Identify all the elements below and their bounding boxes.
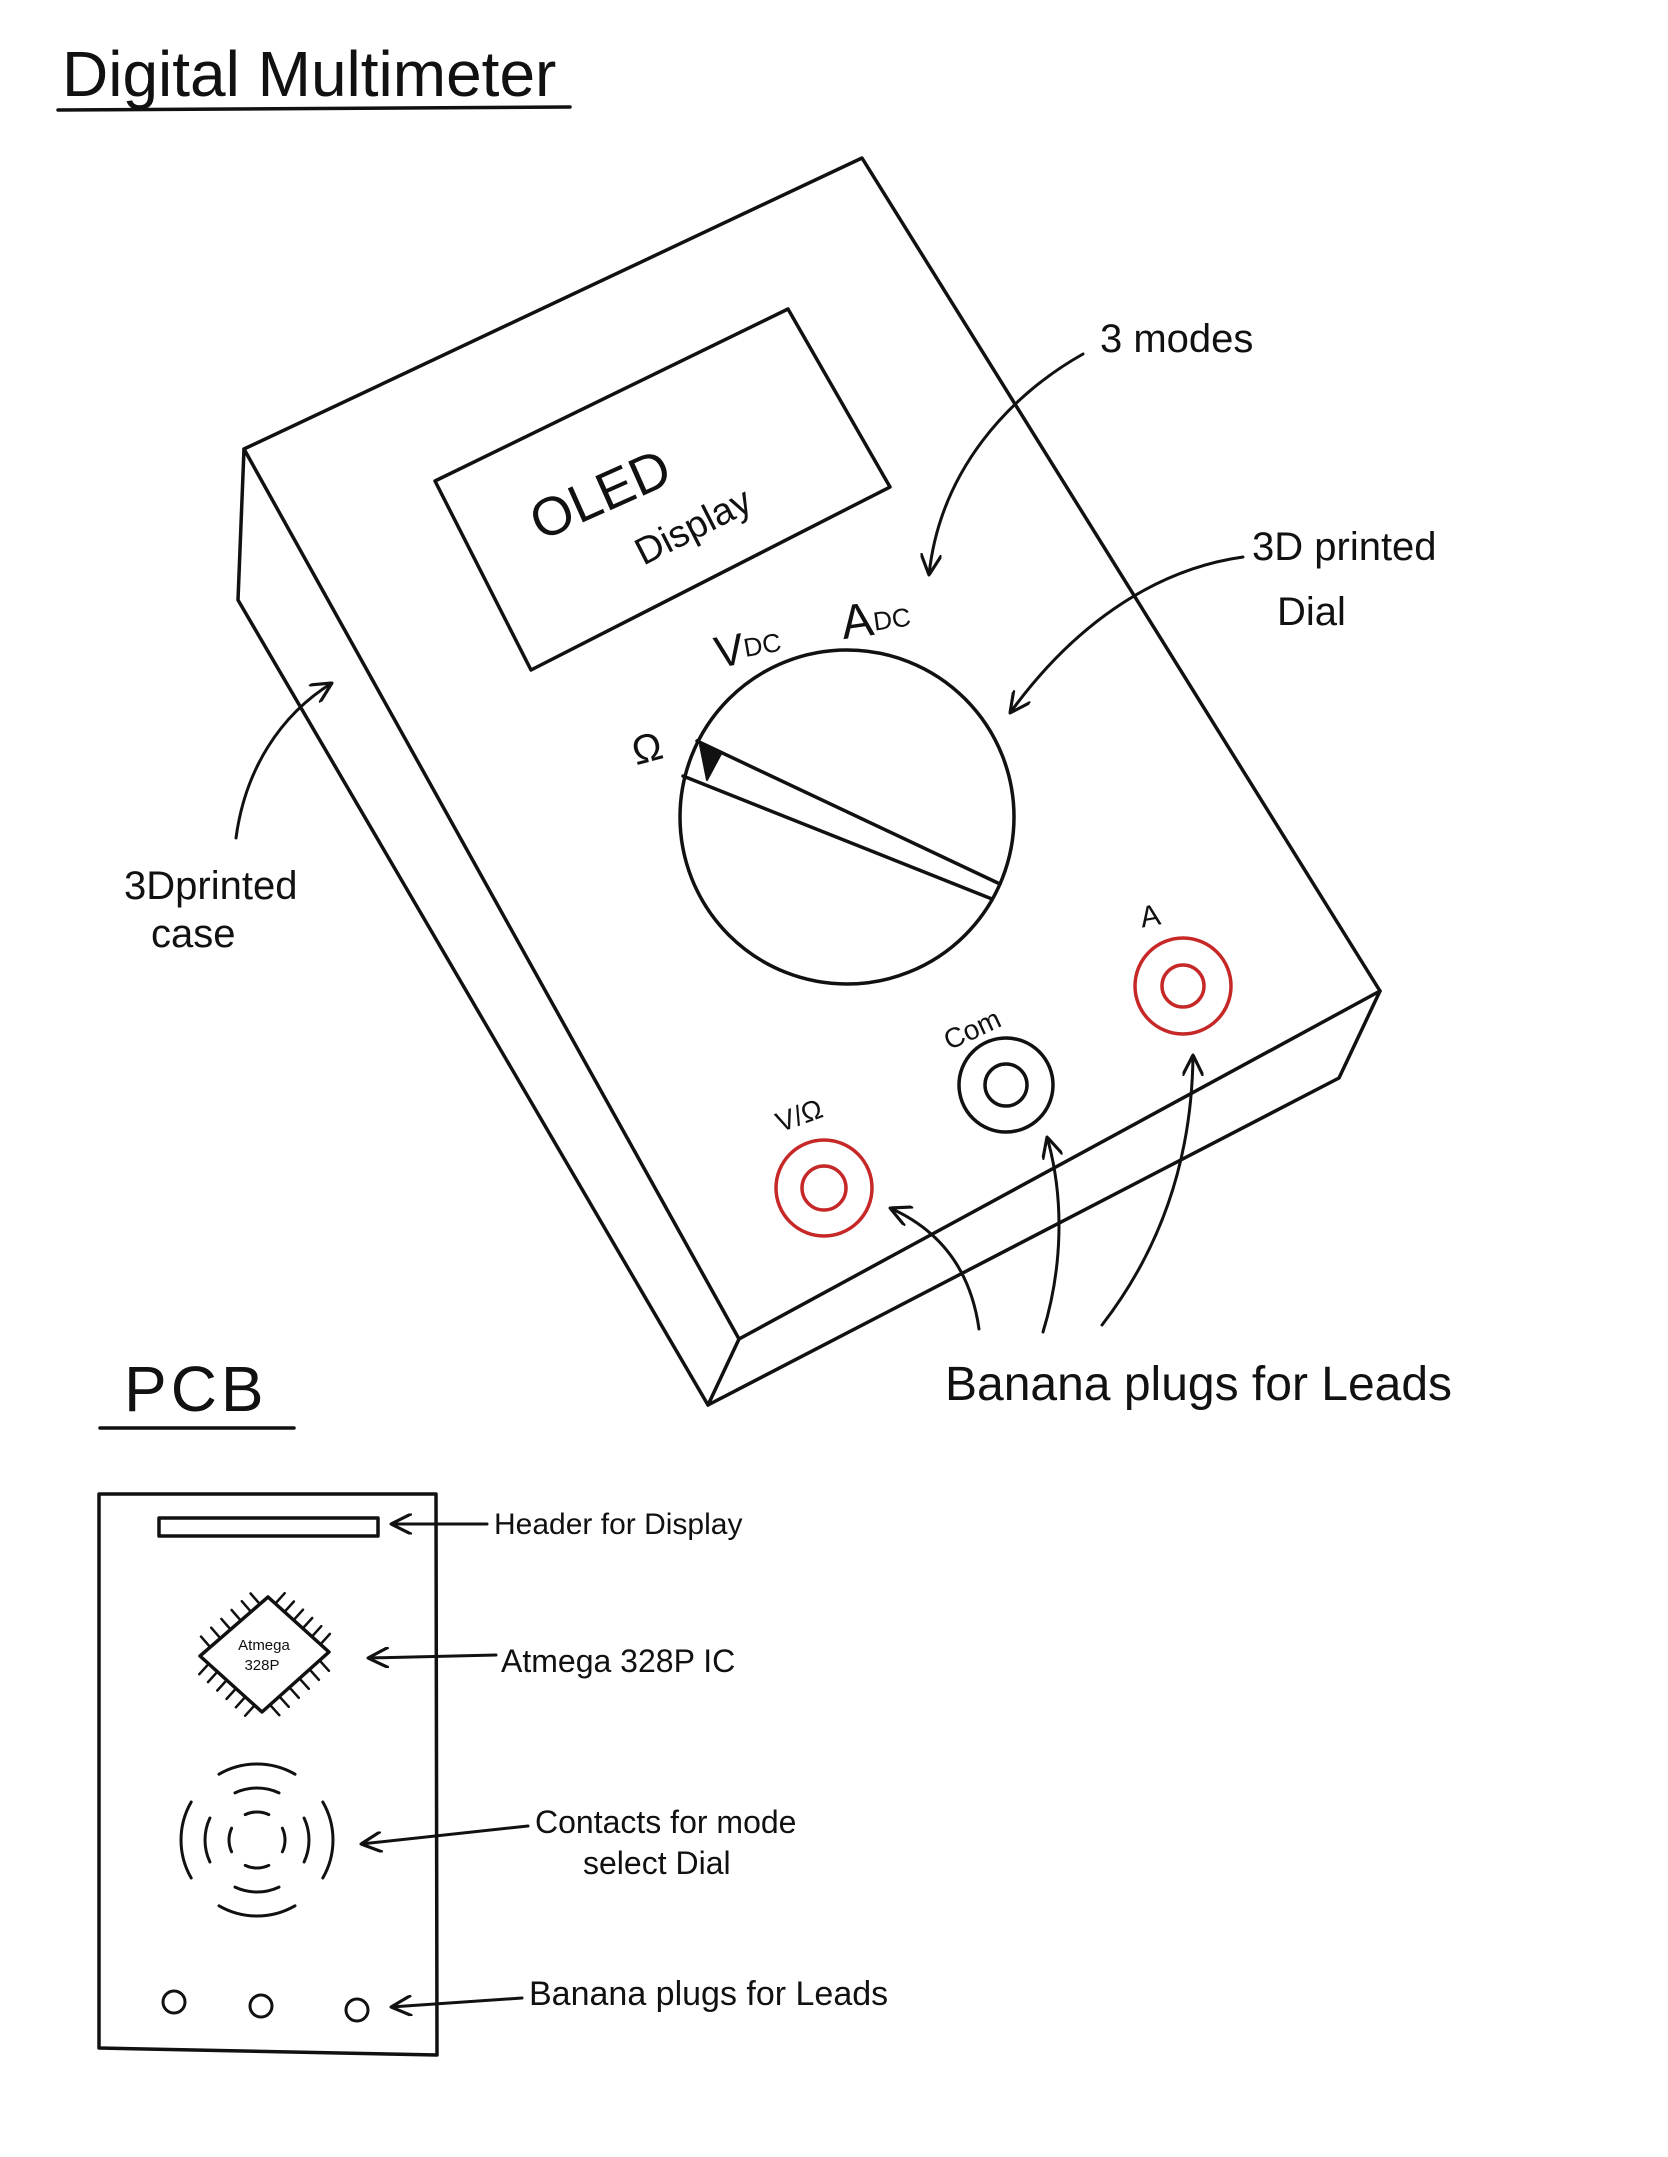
dial-mode-ohm: Ω [627,724,667,774]
dial-contact-ring-middle [203,1786,311,1894]
page-title: Digital Multimeter [62,38,556,110]
title-underline [56,105,572,112]
annotation-banana-arrow-common [1043,1137,1059,1334]
jack-current-inner-ring [1160,963,1206,1009]
pcb-banana-hole-2 [248,1993,274,2019]
case-left-side [236,447,741,1407]
dial-knob [678,648,1016,986]
annotation-banana-plugs: Banana plugs for Leads [890,1053,1452,1411]
pcb-title: PCB [124,1353,268,1425]
pcb-annotation-ic: Atmega 328P IC [366,1643,735,1679]
annotation-case-label-line1: 3Dprinted [124,864,297,908]
jack-voltage-ohm-outer-ring [774,1138,874,1238]
chip-body [198,1595,331,1714]
pcb-annotation-header-label: Header for Display [494,1508,742,1541]
dial-mode-adc-sub: DC [871,602,912,637]
jack-current-outer-ring [1133,936,1233,1036]
annotation-banana-plugs-label: Banana plugs for Leads [945,1358,1452,1411]
jack-voltage-ohm-label: V/Ω [772,1093,827,1138]
oled-display: OLED Display [433,307,892,672]
annotation-dial-arrow [1010,555,1245,713]
jack-current: A [1133,898,1233,1036]
dial-mode-adc-main: A [838,593,877,650]
dial-contact-ring-inner [227,1810,287,1870]
annotation-banana-arrow-current [1100,1053,1193,1327]
pcb-annotation-ic-label: Atmega 328P IC [501,1643,735,1679]
jack-common-label: Com [939,1003,1006,1056]
mode-select-dial: Ω VDC ADC [627,588,1016,986]
jack-common-inner-ring [983,1062,1029,1108]
pcb-annotation-contacts: Contacts for mode select Dial [359,1804,796,1881]
pcb-banana-hole-1 [161,1989,187,2015]
jack-current-label: A [1138,898,1163,934]
chip-label-line1: Atmega [238,1637,290,1654]
jack-voltage-ohm-inner-ring [800,1164,848,1212]
pcb-annotation-contacts-arrow [359,1824,530,1844]
pcb-annotation-banana: Banana plugs for Leads [389,1975,888,2013]
annotation-dial-label-line2: Dial [1277,590,1346,634]
dial-pointer-arrow [699,744,723,781]
pcb-annotation-contacts-label-line1: Contacts for mode [535,1804,796,1840]
pcb-banana-plug-holes [161,1989,370,2023]
annotation-case-arrow [234,683,332,840]
pcb-dial-contacts [179,1762,335,1918]
pcb-display-header [157,1516,380,1538]
multimeter-case [236,156,1382,1407]
annotation-dial: 3D printed Dial [1010,525,1437,713]
pcb-annotation-contacts-label-line2: select Dial [583,1845,731,1881]
pcb-outline [97,1492,439,2057]
pcb-annotation-header: Header for Display [389,1508,742,1541]
dial-mode-vdc-sub: DC [741,627,783,663]
annotation-case: 3Dprinted case [124,683,332,956]
pcb-annotation-banana-arrow [389,1998,524,2007]
annotation-dial-label-line1: 3D printed [1252,525,1437,569]
jack-voltage-ohm: V/Ω [772,1093,874,1238]
pcb-title-group: PCB [98,1353,296,1430]
pcb-annotation-ic-arrow [366,1655,498,1658]
annotation-case-label-line2: case [151,912,236,956]
pcb-board: Atmega 328P [97,1492,439,2057]
annotation-modes-arrow [929,352,1085,577]
annotation-modes-label: 3 modes [1100,317,1253,361]
dial-pointer-bar [681,739,1002,901]
chip-pins [198,1591,332,1717]
pcb-banana-hole-3 [344,1997,370,2023]
page-title-group: Digital Multimeter [56,38,572,112]
jack-common-outer-ring [957,1036,1055,1134]
pcb-annotation-banana-label: Banana plugs for Leads [529,1975,888,2013]
dial-contact-ring-outer [179,1762,335,1918]
case-front-side [706,989,1382,1407]
dial-mode-vdc: VDC [711,618,785,678]
oled-display-outline [433,307,892,672]
chip-label-line2: 328P [244,1657,279,1674]
jack-common: Com [939,1003,1055,1134]
annotation-modes: 3 modes [929,317,1253,577]
dial-mode-adc: ADC [838,588,914,650]
pcb-microcontroller-chip: Atmega 328P [198,1591,332,1717]
annotation-banana-arrow-voltage [890,1208,981,1331]
